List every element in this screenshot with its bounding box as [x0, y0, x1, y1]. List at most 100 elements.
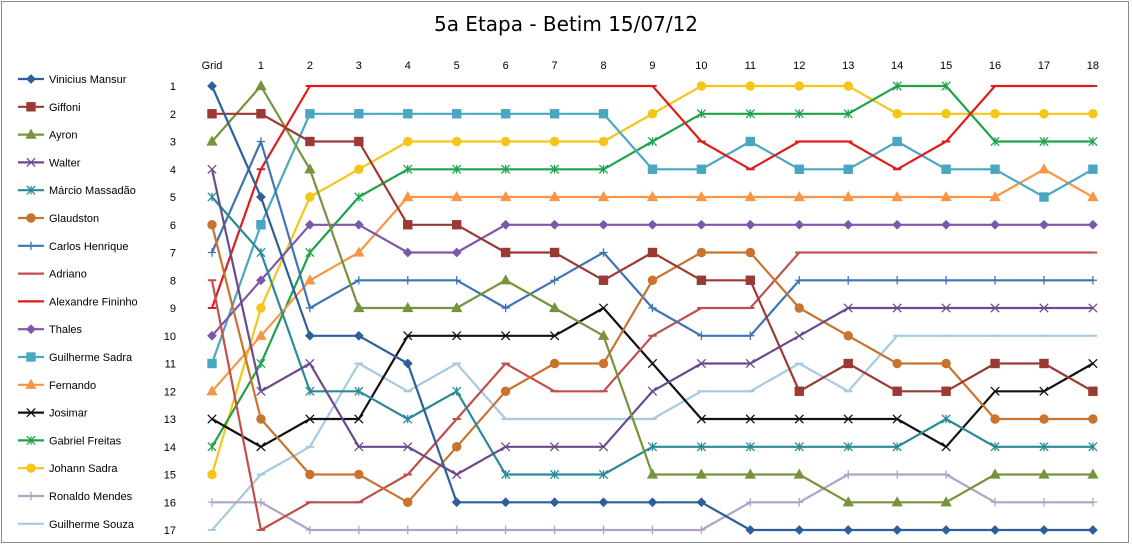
point-guilherme-sadra-5 [452, 109, 462, 119]
point-vinicius-mansur-17 [1039, 525, 1049, 535]
y-tick-label-8: 8 [170, 275, 176, 287]
point-johann-sadra-17 [1039, 109, 1049, 119]
point-walter-17 [1039, 303, 1049, 313]
point-glaudston-3 [354, 469, 364, 480]
point-glaudston-4 [403, 497, 413, 507]
point-vinicius-mansur-8 [598, 497, 609, 508]
point-marcio-massadao-13 [843, 442, 853, 452]
point-josimar-8 [598, 303, 609, 313]
point-johann-sadra-4 [403, 136, 413, 147]
point-johann-sadra-7 [549, 136, 560, 147]
legend-marker-fernando [25, 378, 37, 389]
legend-item-ayron: Ayron [18, 128, 78, 142]
legend-item-gabriel-freitas: Gabriel Freitas [18, 435, 122, 447]
x-tick-label-3: 3 [356, 60, 362, 72]
legend-item-walter: Walter [18, 157, 81, 169]
point-guilherme-sadra-17 [1039, 192, 1049, 202]
point-giffoni-3 [354, 136, 364, 147]
point-ayron-14 [891, 496, 903, 507]
x-tick-label-12: 12 [793, 60, 805, 72]
point-thales-4 [402, 247, 413, 258]
legend-item-carlos-henrique: Carlos Henrique [18, 241, 128, 253]
point-johann-sadra-14 [892, 109, 902, 119]
point-giffoni-0 [207, 109, 217, 119]
x-tick-label-13: 13 [842, 60, 854, 72]
point-carlos-henrique-2 [305, 303, 315, 313]
point-carlos-henrique-3 [354, 276, 364, 285]
series-markers [206, 79, 1099, 535]
point-fernando-10 [695, 190, 708, 202]
legend-marker-carlos-henrique [26, 241, 36, 250]
series-line-guilherme-sadra [210, 112, 1094, 364]
point-gabriel-freitas-0 [207, 442, 217, 452]
legend-item-guilherme-sadra: Guilherme Sadra [18, 352, 133, 364]
point-ronaldo-mendes-4 [403, 525, 412, 535]
point-marcio-massadao-17 [1039, 442, 1049, 452]
point-walter-10 [696, 358, 707, 369]
point-ayron-12 [793, 468, 805, 479]
point-carlos-henrique-7 [550, 276, 559, 285]
point-glaudston-5 [452, 442, 462, 452]
point-johann-sadra-8 [598, 136, 609, 147]
point-giffoni-13 [843, 358, 853, 369]
point-fernando-14 [891, 190, 903, 202]
point-johann-sadra-11 [745, 81, 756, 91]
point-ronaldo-mendes-1 [256, 498, 266, 507]
point-fernando-4 [402, 190, 414, 202]
point-ronaldo-mendes-17 [1039, 498, 1049, 507]
point-walter-11 [745, 358, 755, 369]
point-giffoni-8 [598, 275, 609, 285]
point-gabriel-freitas-13 [843, 109, 853, 119]
point-giffoni-2 [305, 136, 315, 147]
point-gabriel-freitas-12 [794, 109, 804, 119]
point-josimar-7 [549, 331, 560, 341]
x-tick-label-8: 8 [600, 60, 606, 72]
point-josimar-15 [941, 442, 951, 452]
y-tick-label-13: 13 [164, 414, 176, 426]
point-walter-13 [843, 303, 853, 313]
point-guilherme-sadra-11 [745, 136, 756, 147]
point-marcio-massadao-3 [354, 386, 364, 396]
point-fernando-2 [304, 274, 316, 285]
point-walter-0 [207, 164, 217, 174]
point-guilherme-sadra-3 [354, 109, 364, 119]
point-thales-15 [941, 219, 952, 230]
point-marcio-massadao-0 [207, 192, 217, 202]
point-walter-3 [354, 442, 364, 452]
point-gabriel-freitas-5 [452, 164, 462, 174]
point-fernando-8 [597, 190, 610, 202]
point-ayron-10 [695, 468, 708, 479]
point-carlos-henrique-12 [795, 276, 804, 285]
point-giffoni-4 [403, 220, 413, 230]
point-ronaldo-mendes-8 [599, 525, 608, 535]
point-carlos-henrique-5 [452, 276, 461, 285]
point-marcio-massadao-7 [549, 469, 560, 480]
point-johann-sadra-12 [794, 81, 804, 91]
point-guilherme-sadra-2 [305, 109, 315, 119]
point-ronaldo-mendes-5 [452, 525, 461, 535]
point-vinicius-mansur-9 [647, 497, 658, 508]
legend-label-johann-sadra: Johann Sadra [49, 463, 118, 475]
point-vinicius-mansur-6 [500, 497, 511, 508]
point-glaudston-12 [794, 303, 804, 313]
point-ayron-15 [940, 496, 952, 507]
point-giffoni-18 [1088, 386, 1098, 396]
point-ayron-0 [206, 135, 218, 146]
point-johann-sadra-10 [696, 81, 707, 91]
point-gabriel-freitas-17 [1039, 136, 1049, 147]
x-tick-label-5: 5 [454, 60, 460, 72]
point-johann-sadra-3 [354, 164, 364, 174]
legend-marker-gabriel-freitas [26, 435, 36, 446]
point-thales-7 [549, 219, 560, 230]
point-ayron-11 [744, 468, 756, 479]
y-tick-label-7: 7 [170, 248, 176, 260]
point-johann-sadra-1 [256, 303, 266, 313]
point-vinicius-mansur-1 [256, 192, 266, 202]
point-glaudston-18 [1088, 414, 1098, 424]
x-tick-label-11: 11 [745, 60, 756, 72]
y-tick-label-2: 2 [170, 109, 176, 121]
point-ronaldo-mendes-15 [941, 470, 951, 479]
point-walter-4 [403, 442, 413, 452]
point-gabriel-freitas-6 [500, 164, 511, 174]
point-giffoni-7 [549, 247, 560, 258]
